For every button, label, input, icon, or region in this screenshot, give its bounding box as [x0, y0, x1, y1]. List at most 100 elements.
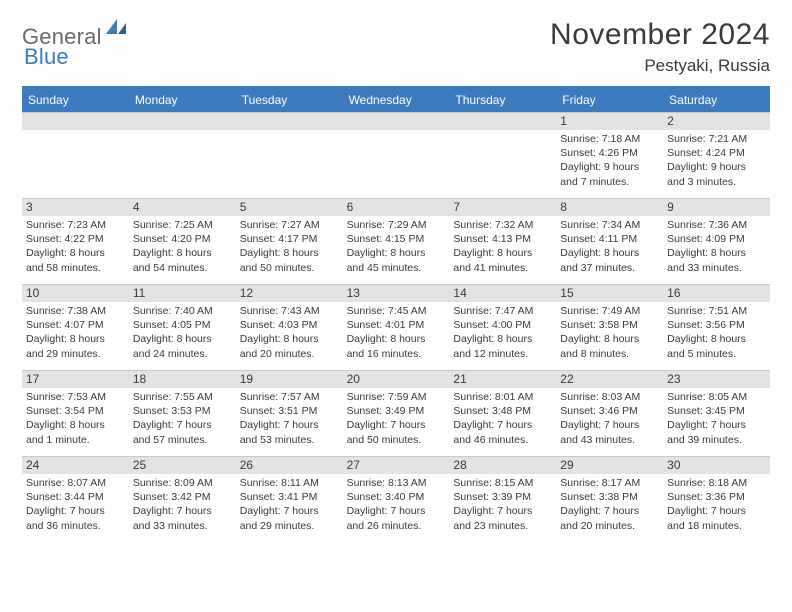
sunrise: Sunrise: 8:15 AM: [453, 476, 552, 490]
sunrise: Sunrise: 7:25 AM: [133, 218, 232, 232]
sunset: Sunset: 4:26 PM: [560, 146, 659, 160]
day-number: 5: [236, 199, 343, 216]
day-number: 4: [129, 199, 236, 216]
sunset: Sunset: 4:17 PM: [240, 232, 339, 246]
daylight: Daylight: 7 hours and 53 minutes.: [240, 418, 339, 446]
daylight: Daylight: 8 hours and 33 minutes.: [667, 246, 766, 274]
dayhead-wednesday: Wednesday: [343, 88, 450, 112]
day-number: 23: [663, 371, 770, 388]
day-number: 29: [556, 457, 663, 474]
daylight: Daylight: 8 hours and 41 minutes.: [453, 246, 552, 274]
sunrise: Sunrise: 7:27 AM: [240, 218, 339, 232]
day-number: 27: [343, 457, 450, 474]
logo-sail-icon: [106, 19, 128, 42]
sunrise: Sunrise: 7:53 AM: [26, 390, 125, 404]
calendar-cell: 14Sunrise: 7:47 AMSunset: 4:00 PMDayligh…: [449, 284, 556, 370]
calendar-cell: 21Sunrise: 8:01 AMSunset: 3:48 PMDayligh…: [449, 370, 556, 456]
daylight: Daylight: 8 hours and 50 minutes.: [240, 246, 339, 274]
daylight: Daylight: 8 hours and 24 minutes.: [133, 332, 232, 360]
cell-body: Sunrise: 7:57 AMSunset: 3:51 PMDaylight:…: [236, 388, 343, 449]
day-number: 9: [663, 199, 770, 216]
day-number: 8: [556, 199, 663, 216]
calendar-cell: 1Sunrise: 7:18 AMSunset: 4:26 PMDaylight…: [556, 112, 663, 198]
cell-body: Sunrise: 7:29 AMSunset: 4:15 PMDaylight:…: [343, 216, 450, 277]
calendar-cell: [22, 112, 129, 198]
day-number: 26: [236, 457, 343, 474]
cell-body: Sunrise: 8:11 AMSunset: 3:41 PMDaylight:…: [236, 474, 343, 535]
cell-body: Sunrise: 7:18 AMSunset: 4:26 PMDaylight:…: [556, 130, 663, 191]
sunrise: Sunrise: 7:32 AM: [453, 218, 552, 232]
day-number: 30: [663, 457, 770, 474]
calendar-cell: 26Sunrise: 8:11 AMSunset: 3:41 PMDayligh…: [236, 456, 343, 542]
sunset: Sunset: 4:15 PM: [347, 232, 446, 246]
daylight: Daylight: 7 hours and 23 minutes.: [453, 504, 552, 532]
calendar-cell: 17Sunrise: 7:53 AMSunset: 3:54 PMDayligh…: [22, 370, 129, 456]
title-block: November 2024 Pestyaki, Russia: [550, 18, 770, 76]
daylight: Daylight: 7 hours and 29 minutes.: [240, 504, 339, 532]
cell-body: Sunrise: 7:45 AMSunset: 4:01 PMDaylight:…: [343, 302, 450, 363]
day-number: 14: [449, 285, 556, 302]
day-number: [449, 113, 556, 130]
calendar-cell: 5 Sunrise: 7:27 AMSunset: 4:17 PMDaylight…: [236, 198, 343, 284]
sunset: Sunset: 4:20 PM: [133, 232, 232, 246]
day-number: 16: [663, 285, 770, 302]
calendar-page: General November 2024 Pestyaki, Russia B…: [0, 0, 792, 552]
cell-body: Sunrise: 8:18 AMSunset: 3:36 PMDaylight:…: [663, 474, 770, 535]
sunrise: Sunrise: 7:29 AM: [347, 218, 446, 232]
daylight: Daylight: 8 hours and 45 minutes.: [347, 246, 446, 274]
calendar-cell: [129, 112, 236, 198]
daylight: Daylight: 8 hours and 1 minute.: [26, 418, 125, 446]
day-number: [129, 113, 236, 130]
sunrise: Sunrise: 8:07 AM: [26, 476, 125, 490]
sunset: Sunset: 4:11 PM: [560, 232, 659, 246]
sunrise: Sunrise: 8:01 AM: [453, 390, 552, 404]
sunset: Sunset: 4:05 PM: [133, 318, 232, 332]
cell-body: Sunrise: 7:53 AMSunset: 3:54 PMDaylight:…: [22, 388, 129, 449]
sunset: Sunset: 3:49 PM: [347, 404, 446, 418]
daylight: Daylight: 7 hours and 36 minutes.: [26, 504, 125, 532]
day-number: [22, 113, 129, 130]
sunrise: Sunrise: 8:13 AM: [347, 476, 446, 490]
day-number: 25: [129, 457, 236, 474]
sunrise: Sunrise: 8:09 AM: [133, 476, 232, 490]
daylight: Daylight: 8 hours and 8 minutes.: [560, 332, 659, 360]
daylight: Daylight: 8 hours and 5 minutes.: [667, 332, 766, 360]
day-number: 13: [343, 285, 450, 302]
daylight: Daylight: 7 hours and 20 minutes.: [560, 504, 659, 532]
sunrise: Sunrise: 7:34 AM: [560, 218, 659, 232]
dayhead-tuesday: Tuesday: [236, 88, 343, 112]
cell-body: Sunrise: 8:13 AMSunset: 3:40 PMDaylight:…: [343, 474, 450, 535]
sunset: Sunset: 3:39 PM: [453, 490, 552, 504]
daylight: Daylight: 8 hours and 20 minutes.: [240, 332, 339, 360]
sunset: Sunset: 3:56 PM: [667, 318, 766, 332]
daylight: Daylight: 9 hours and 7 minutes.: [560, 160, 659, 188]
header: General November 2024 Pestyaki, Russia: [22, 18, 770, 76]
daylight: Daylight: 7 hours and 43 minutes.: [560, 418, 659, 446]
cell-body: Sunrise: 7:47 AMSunset: 4:00 PMDaylight:…: [449, 302, 556, 363]
day-number: 7: [449, 199, 556, 216]
day-number: 28: [449, 457, 556, 474]
sunrise: Sunrise: 8:18 AM: [667, 476, 766, 490]
dayhead-monday: Monday: [129, 88, 236, 112]
sunset: Sunset: 3:42 PM: [133, 490, 232, 504]
dayhead-saturday: Saturday: [663, 88, 770, 112]
dayhead-sunday: Sunday: [22, 88, 129, 112]
day-number: 15: [556, 285, 663, 302]
daylight: Daylight: 7 hours and 26 minutes.: [347, 504, 446, 532]
calendar-cell: 23Sunrise: 8:05 AMSunset: 3:45 PMDayligh…: [663, 370, 770, 456]
day-number: 10: [22, 285, 129, 302]
sunset: Sunset: 4:03 PM: [240, 318, 339, 332]
calendar-cell: 12Sunrise: 7:43 AMSunset: 4:03 PMDayligh…: [236, 284, 343, 370]
cell-body: [129, 130, 236, 134]
calendar-grid: Sunday Monday Tuesday Wednesday Thursday…: [22, 86, 770, 542]
sunset: Sunset: 3:36 PM: [667, 490, 766, 504]
cell-body: Sunrise: 7:38 AMSunset: 4:07 PMDaylight:…: [22, 302, 129, 363]
daylight: Daylight: 8 hours and 54 minutes.: [133, 246, 232, 274]
calendar-cell: 15Sunrise: 7:49 AMSunset: 3:58 PMDayligh…: [556, 284, 663, 370]
day-number: 21: [449, 371, 556, 388]
cell-body: [236, 130, 343, 134]
cell-body: [343, 130, 450, 134]
calendar-cell: 27Sunrise: 8:13 AMSunset: 3:40 PMDayligh…: [343, 456, 450, 542]
calendar-cell: 19Sunrise: 7:57 AMSunset: 3:51 PMDayligh…: [236, 370, 343, 456]
logo-text-blue: Blue: [24, 44, 69, 69]
